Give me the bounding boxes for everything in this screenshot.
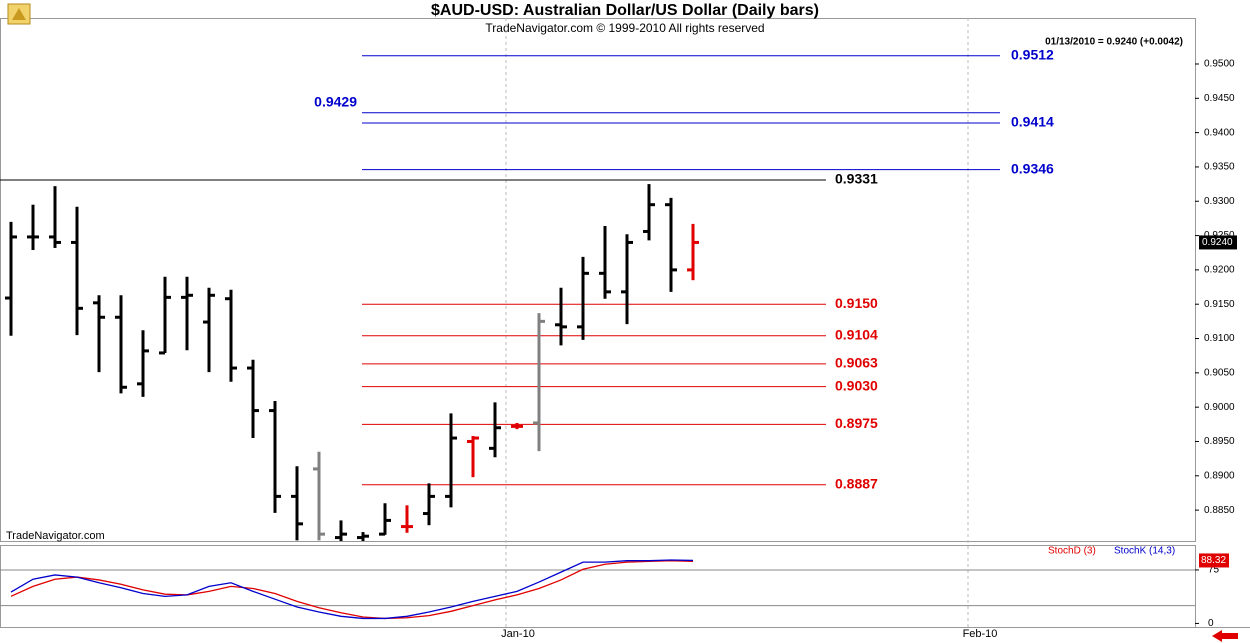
level-label: 0.9063 bbox=[835, 355, 878, 371]
stoch-y-tick-label: 75 bbox=[1208, 565, 1220, 576]
level-label: 0.9150 bbox=[835, 295, 878, 311]
quote-info: 01/13/2010 = 0.9240 (+0.0042) bbox=[1045, 37, 1183, 48]
chart-subtitle: TradeNavigator.com © 1999-2010 All right… bbox=[485, 21, 764, 35]
last-price-label: 0.9240 bbox=[1202, 237, 1233, 248]
price-panel bbox=[0, 18, 1196, 542]
chart-title: $AUD-USD: Australian Dollar/US Dollar (D… bbox=[431, 2, 819, 19]
legend-entry: StochD (3) bbox=[1048, 546, 1096, 557]
level-label: 0.9030 bbox=[835, 377, 878, 393]
stoch-line bbox=[10, 559, 694, 620]
level-label: 0.9104 bbox=[835, 326, 878, 342]
level-label: 0.9512 bbox=[1011, 46, 1054, 62]
y-tick-label: 0.9000 bbox=[1204, 402, 1235, 413]
x-tick-label: Jan-10 bbox=[501, 628, 535, 640]
y-tick-label: 0.9300 bbox=[1204, 196, 1235, 207]
y-tick-label: 0.8850 bbox=[1204, 505, 1235, 516]
level-label: 0.9331 bbox=[835, 171, 878, 187]
last-price-box bbox=[1199, 235, 1237, 250]
y-tick-label: 0.9500 bbox=[1204, 59, 1235, 70]
stoch-y-tick-label: 0 bbox=[1208, 618, 1214, 629]
y-tick-label: 0.9400 bbox=[1204, 127, 1235, 138]
y-tick-label: 0.8900 bbox=[1204, 470, 1235, 481]
level-label: 0.9414 bbox=[1011, 114, 1054, 130]
y-tick-label: 0.9350 bbox=[1204, 162, 1235, 173]
y-tick-label: 0.8950 bbox=[1204, 436, 1235, 447]
y-tick-label: 0.9100 bbox=[1204, 333, 1235, 344]
stoch-last-box bbox=[1199, 553, 1229, 568]
level-label: 0.8975 bbox=[835, 415, 878, 431]
y-tick-label: 0.9050 bbox=[1204, 367, 1235, 378]
level-label: 0.9346 bbox=[1011, 160, 1054, 176]
stoch-last-label: 88.32 bbox=[1201, 555, 1226, 566]
y-tick-label: 0.9450 bbox=[1204, 93, 1235, 104]
y-tick-label: 0.9200 bbox=[1204, 265, 1235, 276]
level-label: 0.8887 bbox=[835, 475, 878, 491]
logo bbox=[7, 3, 31, 25]
level-label: 0.9429 bbox=[314, 93, 357, 109]
legend-entry: StochK (14,3) bbox=[1114, 546, 1175, 557]
stoch-line bbox=[10, 560, 694, 620]
x-tick-label: Feb-10 bbox=[963, 628, 998, 640]
scroll-arrow[interactable] bbox=[1212, 630, 1238, 642]
watermark: TradeNavigator.com bbox=[6, 530, 105, 542]
y-tick-label: 0.9150 bbox=[1204, 299, 1235, 310]
